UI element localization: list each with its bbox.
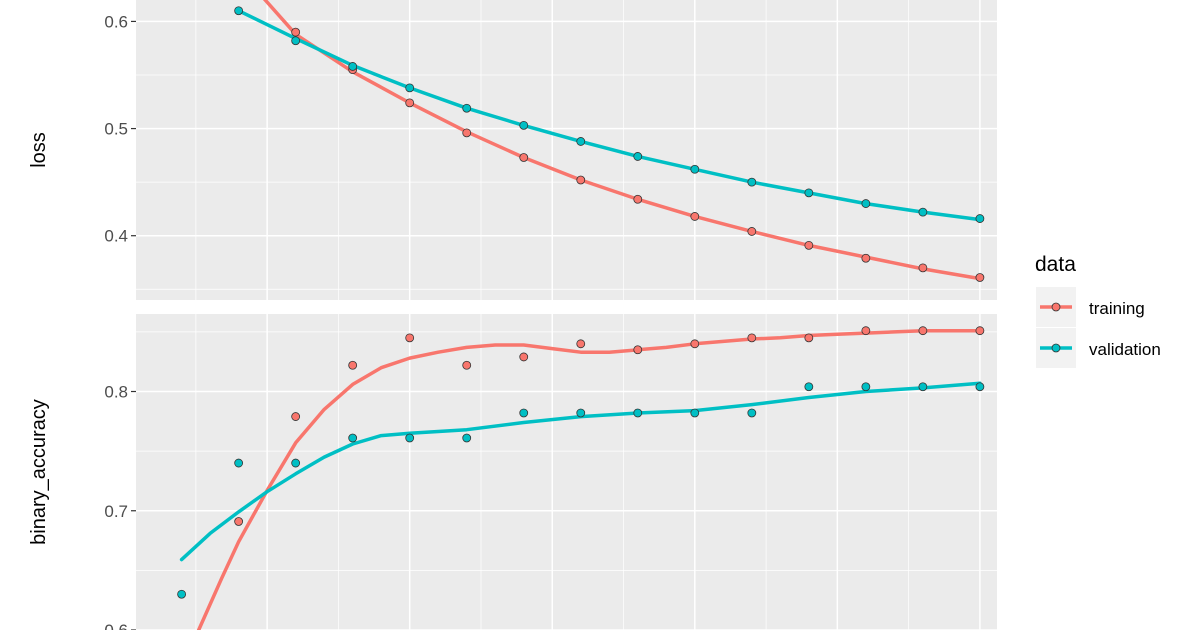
data-point-training xyxy=(804,240,814,250)
legend-key-validation-point xyxy=(1051,343,1061,353)
data-point-training xyxy=(690,339,700,349)
data-point-validation xyxy=(804,188,814,198)
panel-loss: 0.4 0.5 0.6 loss xyxy=(28,0,997,300)
data-point-validation xyxy=(462,103,472,113)
data-point-training xyxy=(576,339,586,349)
data-point-validation xyxy=(291,36,301,46)
panel-binary-accuracy-background xyxy=(136,314,997,630)
data-point-training xyxy=(291,412,301,421)
panel-binary-accuracy-smooth-lines xyxy=(179,328,982,630)
y-tick-label: 0.8 xyxy=(104,383,128,402)
data-point-validation xyxy=(747,177,757,187)
data-point-validation xyxy=(519,408,529,418)
data-point-training xyxy=(975,273,985,282)
data-point-validation xyxy=(519,120,529,130)
data-point-training xyxy=(348,360,358,370)
data-point-validation xyxy=(690,164,700,174)
data-point-training xyxy=(576,175,586,185)
data-point-training xyxy=(633,345,643,355)
data-point-training xyxy=(234,517,244,526)
data-point-validation xyxy=(462,433,472,443)
data-point-training xyxy=(291,27,301,37)
legend-label-validation: validation xyxy=(1089,340,1161,359)
data-point-training xyxy=(405,333,415,343)
data-point-training xyxy=(519,153,529,162)
panel-loss-points xyxy=(234,6,985,282)
y-axis-title-binary-accuracy: binary_accuracy xyxy=(28,399,50,545)
data-point-training xyxy=(690,212,700,221)
data-point-validation xyxy=(861,199,871,208)
data-point-validation xyxy=(975,382,985,392)
data-point-training xyxy=(405,98,415,108)
panel-loss-gridlines xyxy=(136,0,997,300)
data-point-training xyxy=(462,360,472,370)
data-point-training xyxy=(747,333,757,343)
smooth-line-validation xyxy=(179,381,982,562)
y-axis-title-loss: loss xyxy=(28,132,50,168)
data-point-validation xyxy=(861,382,871,392)
data-point-training xyxy=(519,352,529,362)
legend-title: data xyxy=(1035,253,1076,276)
data-point-training xyxy=(462,128,472,138)
y-tick-label: 0.7 xyxy=(104,502,128,521)
panel-loss-y-axis: 0.4 0.5 0.6 xyxy=(104,12,136,246)
data-point-validation xyxy=(747,408,757,418)
data-point-validation xyxy=(348,433,358,443)
data-point-training xyxy=(861,253,871,263)
data-point-validation xyxy=(234,458,244,468)
data-point-validation xyxy=(405,433,415,443)
data-point-validation xyxy=(975,214,985,223)
panel-binary-accuracy: 0.6 0.7 0.8 binary_accuracy xyxy=(28,314,997,630)
data-point-validation xyxy=(234,6,244,16)
data-point-training xyxy=(918,326,928,336)
panel-loss-smooth-lines xyxy=(236,0,982,281)
data-point-training xyxy=(918,263,928,273)
data-point-training xyxy=(804,333,814,343)
data-point-validation xyxy=(918,207,928,217)
data-point-training xyxy=(633,194,643,204)
panel-binary-accuracy-points xyxy=(177,326,985,599)
data-point-training xyxy=(747,227,757,236)
data-point-validation xyxy=(690,408,700,418)
panel-binary-accuracy-y-axis: 0.6 0.7 0.8 xyxy=(104,383,136,630)
smooth-line-validation xyxy=(236,8,982,222)
data-point-validation xyxy=(633,408,643,418)
y-tick-label: 0.6 xyxy=(104,12,128,31)
data-point-validation xyxy=(918,382,928,392)
legend: data training validation xyxy=(1035,253,1161,368)
smooth-line-training xyxy=(196,328,982,630)
data-point-validation xyxy=(576,137,586,146)
data-point-validation xyxy=(633,152,643,161)
data-point-validation xyxy=(576,408,586,418)
data-point-validation xyxy=(405,83,415,93)
data-point-validation xyxy=(348,62,358,71)
data-point-validation xyxy=(177,589,187,599)
data-point-validation xyxy=(291,458,301,468)
legend-label-training: training xyxy=(1089,299,1145,318)
smooth-line-training xyxy=(262,0,982,281)
data-point-validation xyxy=(804,382,814,392)
data-point-training xyxy=(975,326,985,336)
y-tick-label: 0.6 xyxy=(104,621,128,630)
y-tick-label: 0.5 xyxy=(104,120,128,139)
panel-loss-background xyxy=(136,0,997,300)
y-tick-label: 0.4 xyxy=(104,227,128,246)
data-point-training xyxy=(861,326,871,336)
legend-key-training-point xyxy=(1051,302,1061,312)
